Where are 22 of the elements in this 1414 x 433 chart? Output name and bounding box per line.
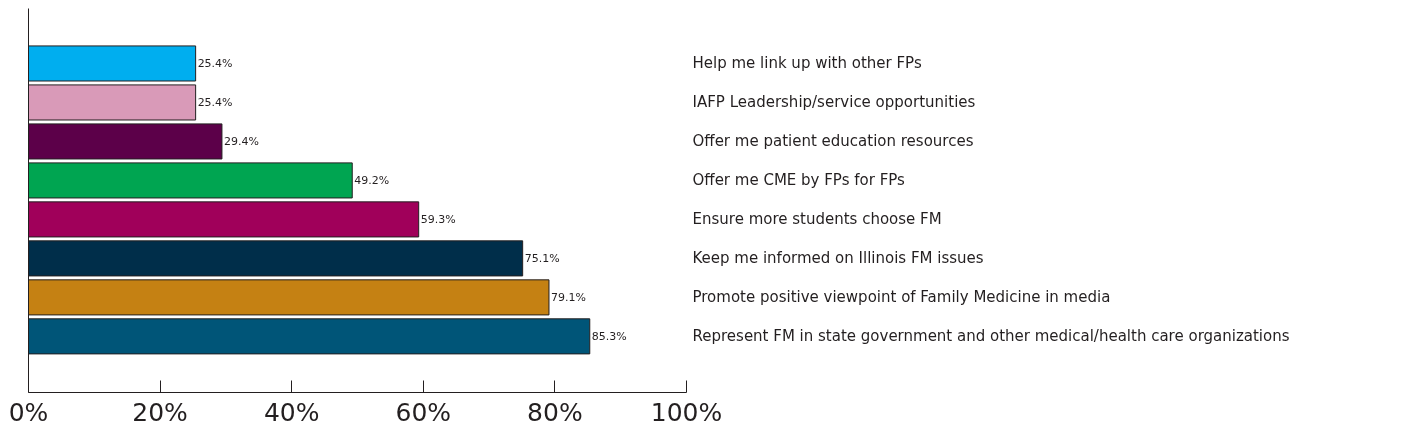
y-tick-label: Offer me patient education resources [692,132,974,151]
y-tick-label: Represent FM in state government and other medical/health care organizations [692,327,1290,346]
y-tick-label: IAFP Leadership/service opportunities [692,93,976,112]
x-tick-label: 100% [650,397,723,427]
y-tick-label: Promote positive viewpoint of Family Medicine in media [692,288,1111,307]
x-tick-label: 80% [527,397,583,427]
data-label: 25.4% [197,56,233,70]
x-tick-label: 60% [395,397,452,427]
x-tick-label: 0% [8,397,49,427]
data-label: 29.4% [223,134,259,148]
x-tick-label: 40% [263,397,320,427]
data-label: 79.1% [550,290,586,304]
data-label: 25.4% [197,95,233,109]
y-tick-label: Ensure more students choose FM [692,210,942,229]
data-label: 59.3% [420,212,456,226]
y-tick-label: Offer me CME by FPs for FPs [692,171,906,190]
y-tick-label: Keep me informed on Illinois FM issues [692,249,984,268]
x-tick-label: 20% [132,397,188,427]
data-label: 49.2% [354,173,390,187]
data-label: 85.3% [591,329,627,343]
data-label: 75.1% [524,251,560,265]
y-tick-label: Help me link up with other FPs [692,54,922,73]
